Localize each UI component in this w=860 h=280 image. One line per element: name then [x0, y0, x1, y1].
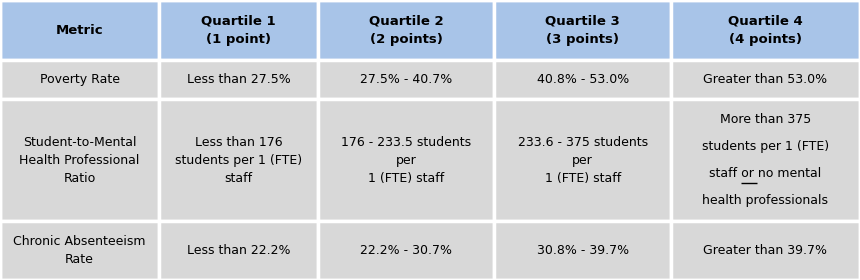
Text: 40.8% - 53.0%: 40.8% - 53.0% [537, 73, 629, 86]
Text: More than 375: More than 375 [720, 113, 811, 126]
Bar [0, 221, 159, 280]
Text: Less than 176
students per 1 (FTE)
staff: Less than 176 students per 1 (FTE) staff [175, 136, 302, 185]
Bar [0, 99, 159, 221]
Text: health professionals: health professionals [703, 194, 828, 207]
Bar [318, 221, 494, 280]
Text: Less than 27.5%: Less than 27.5% [187, 73, 291, 86]
Bar [318, 0, 494, 60]
Bar [0, 0, 159, 60]
Bar [494, 60, 671, 99]
Text: Quartile 4
(4 points): Quartile 4 (4 points) [728, 15, 802, 46]
Text: Quartile 1
(1 point): Quartile 1 (1 point) [201, 15, 276, 46]
Text: Greater than 39.7%: Greater than 39.7% [703, 244, 827, 257]
Bar [494, 221, 671, 280]
Bar [0, 60, 159, 99]
Bar [671, 0, 860, 60]
Text: Chronic Absenteeism
Rate: Chronic Absenteeism Rate [13, 235, 146, 266]
Bar [159, 99, 318, 221]
Text: Less than 22.2%: Less than 22.2% [187, 244, 291, 257]
Bar [159, 0, 318, 60]
Bar [494, 0, 671, 60]
Text: Quartile 3
(3 points): Quartile 3 (3 points) [545, 15, 620, 46]
Text: Poverty Rate: Poverty Rate [40, 73, 120, 86]
Bar [494, 99, 671, 221]
Bar [159, 221, 318, 280]
Text: Metric: Metric [56, 24, 103, 37]
Bar [671, 60, 860, 99]
Bar [318, 60, 494, 99]
Bar [318, 99, 494, 221]
Text: Quartile 2
(2 points): Quartile 2 (2 points) [369, 15, 444, 46]
Text: staff or no mental: staff or no mental [710, 167, 821, 180]
Text: 30.8% - 39.7%: 30.8% - 39.7% [537, 244, 629, 257]
Text: students per 1 (FTE): students per 1 (FTE) [702, 140, 829, 153]
Text: Student-to-Mental
Health Professional
Ratio: Student-to-Mental Health Professional Ra… [20, 136, 139, 185]
Bar [159, 60, 318, 99]
Text: 176 - 233.5 students
per
1 (FTE) staff: 176 - 233.5 students per 1 (FTE) staff [341, 136, 471, 185]
Text: 233.6 - 375 students
per
1 (FTE) staff: 233.6 - 375 students per 1 (FTE) staff [518, 136, 648, 185]
Text: 27.5% - 40.7%: 27.5% - 40.7% [360, 73, 452, 86]
Bar [671, 221, 860, 280]
Bar [671, 99, 860, 221]
Text: 22.2% - 30.7%: 22.2% - 30.7% [360, 244, 452, 257]
Text: Greater than 53.0%: Greater than 53.0% [703, 73, 827, 86]
